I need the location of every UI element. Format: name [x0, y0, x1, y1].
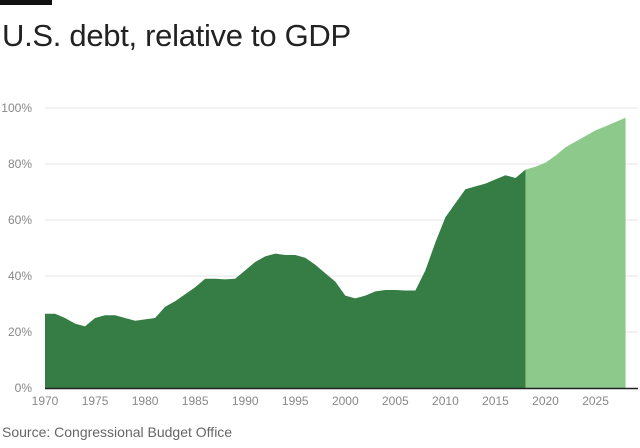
y-tick-label: 0%	[15, 381, 33, 395]
x-tick-label: 2005	[382, 394, 409, 408]
y-tick-label: 60%	[8, 213, 32, 227]
x-tick-label: 2000	[332, 394, 359, 408]
x-tick-label: 2020	[532, 394, 559, 408]
x-tick-label: 1980	[132, 394, 159, 408]
x-tick-label: 2025	[582, 394, 609, 408]
top-accent-bar	[0, 0, 52, 5]
x-tick-label: 1990	[232, 394, 259, 408]
y-tick-label: 40%	[8, 269, 32, 283]
x-tick-label: 1975	[82, 394, 109, 408]
y-tick-label: 100%	[1, 101, 32, 115]
area-series-projected	[525, 117, 626, 389]
x-tick-label: 1995	[282, 394, 309, 408]
area-series-historical	[45, 169, 526, 388]
chart-title: U.S. debt, relative to GDP	[2, 18, 351, 53]
y-tick-label: 80%	[8, 157, 32, 171]
x-tick-label: 1970	[32, 394, 59, 408]
x-tick-label: 1985	[182, 394, 209, 408]
chart-source: Source: Congressional Budget Office	[2, 424, 233, 440]
y-tick-label: 20%	[8, 325, 32, 339]
x-tick-label: 2010	[432, 394, 459, 408]
x-tick-label: 2015	[482, 394, 509, 408]
